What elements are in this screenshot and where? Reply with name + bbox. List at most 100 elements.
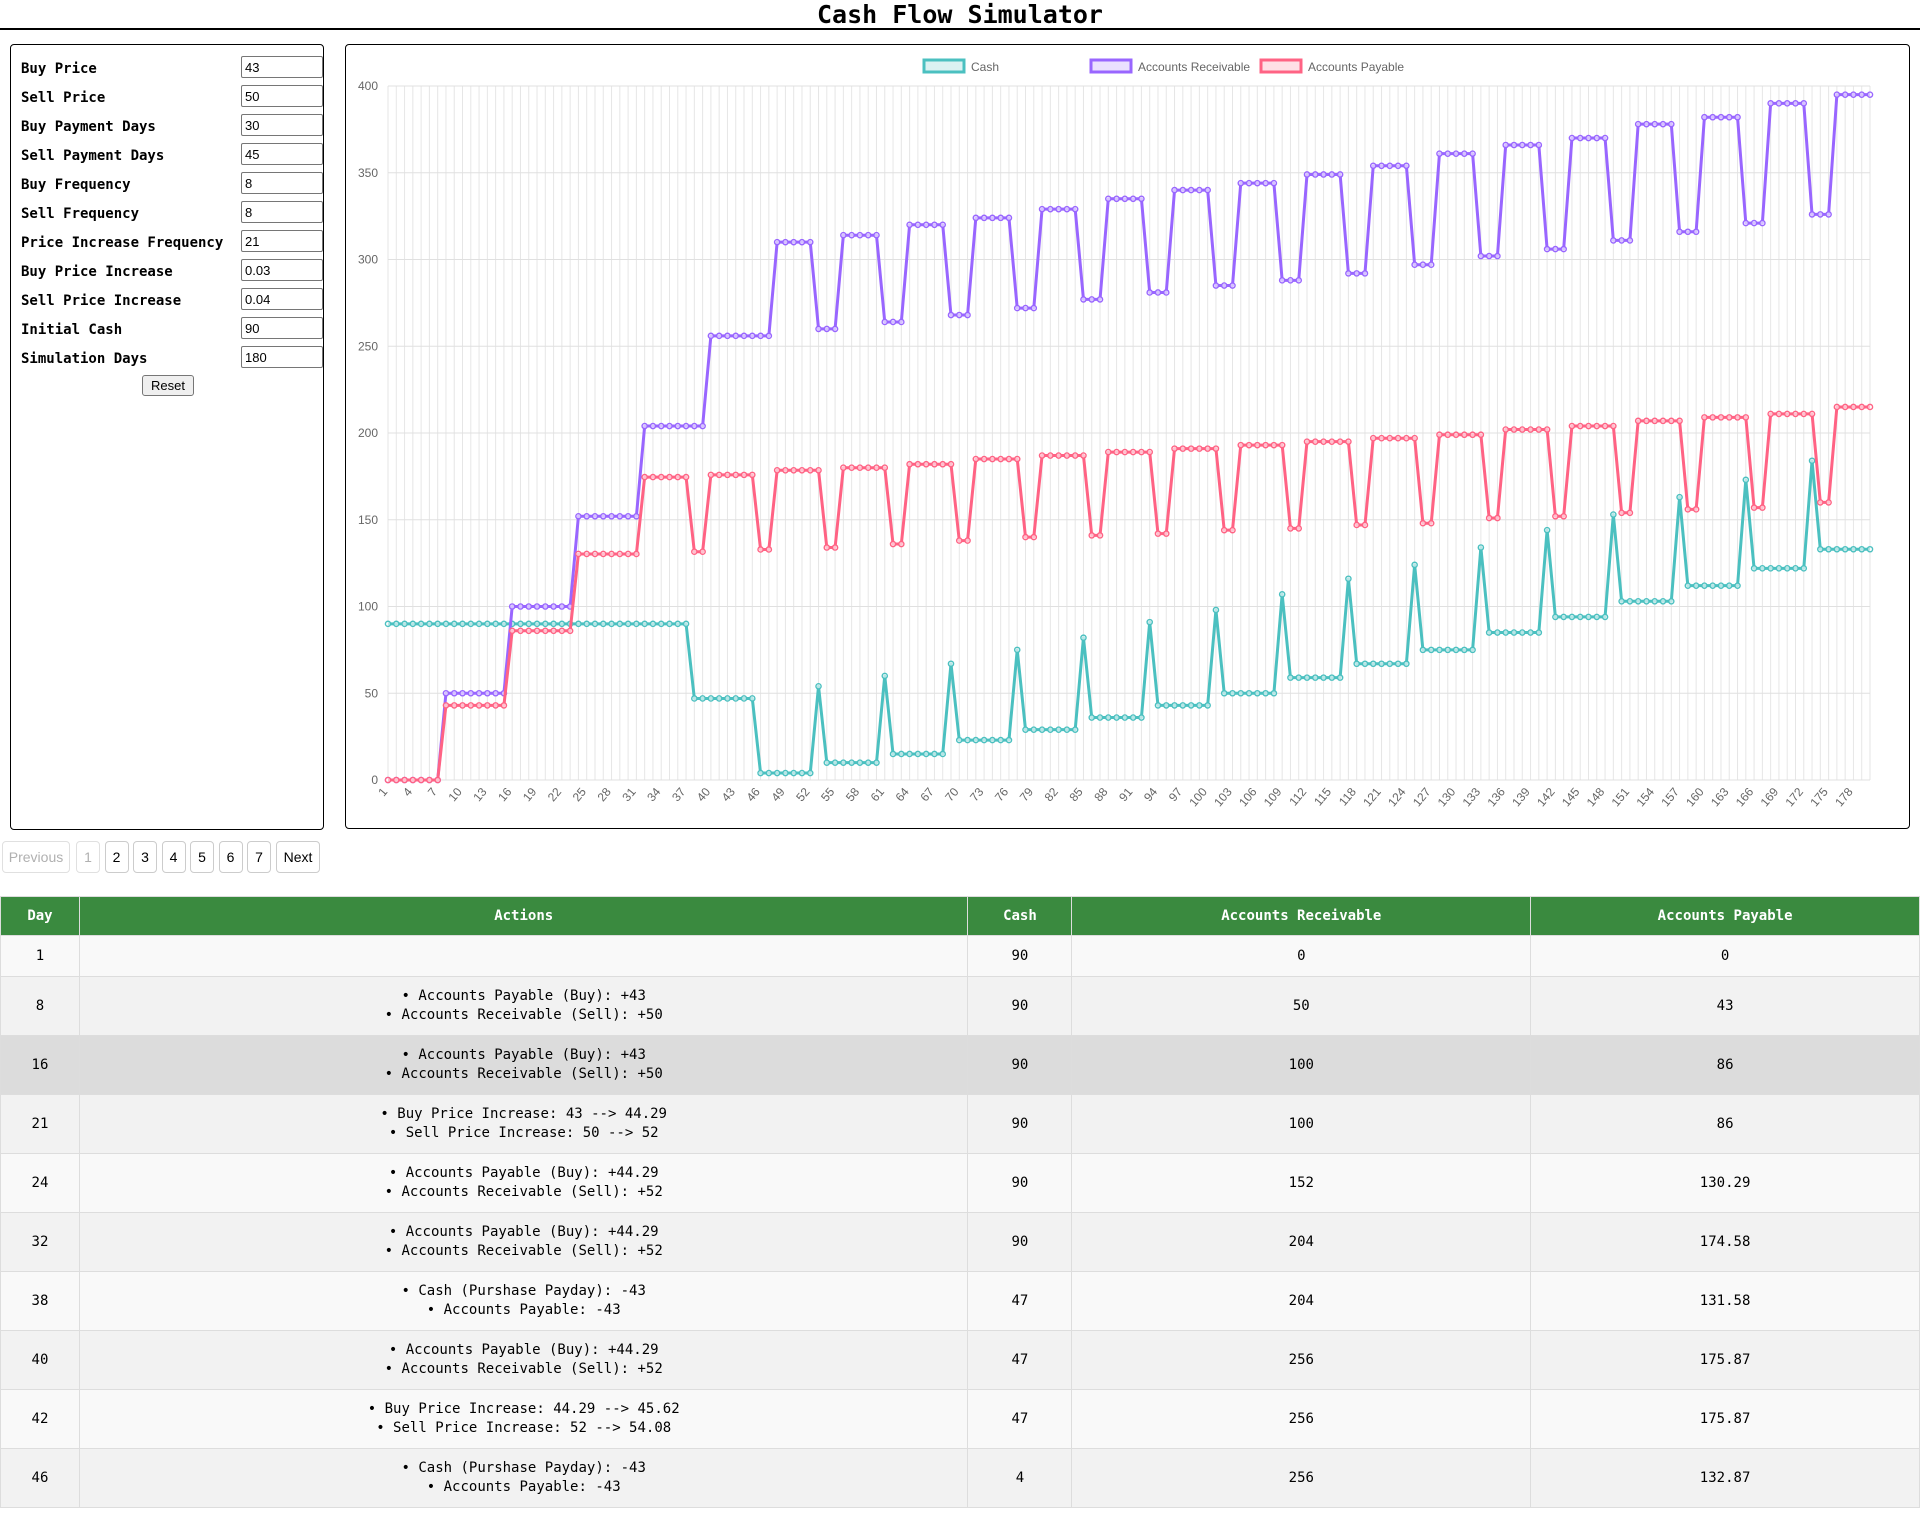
data-point bbox=[1576, 613, 1584, 621]
data-point bbox=[1750, 565, 1758, 572]
data-point bbox=[674, 620, 682, 628]
data-point bbox=[1096, 714, 1104, 721]
data-point bbox=[492, 702, 499, 709]
form-row: Price Increase Frequency bbox=[21, 229, 323, 258]
data-point bbox=[906, 221, 913, 229]
data-point bbox=[947, 460, 955, 468]
data-point bbox=[1568, 134, 1576, 142]
cell-accounts-receivable: 0 bbox=[1071, 935, 1532, 977]
x-tick-label: 163 bbox=[1708, 785, 1732, 810]
data-point bbox=[1278, 591, 1286, 598]
data-point bbox=[1709, 414, 1716, 421]
action-line: • Accounts Payable (Buy): +43 bbox=[401, 988, 646, 1004]
data-point bbox=[1369, 660, 1377, 668]
action-line: • Accounts Payable (Buy): +44.29 bbox=[388, 1342, 659, 1358]
data-point bbox=[1469, 431, 1476, 439]
cell-day: 8 bbox=[0, 976, 80, 1036]
field-input[interactable] bbox=[241, 85, 323, 107]
cell-accounts-receivable: 50 bbox=[1071, 976, 1532, 1036]
field-input[interactable] bbox=[241, 230, 323, 252]
data-point bbox=[1386, 660, 1394, 668]
data-point bbox=[1038, 726, 1046, 733]
data-point bbox=[740, 695, 748, 702]
data-point bbox=[1030, 304, 1038, 312]
y-tick-label: 400 bbox=[358, 79, 378, 93]
data-point bbox=[475, 702, 483, 709]
cell-accounts-receivable: 204 bbox=[1071, 1271, 1532, 1331]
data-point bbox=[1659, 417, 1667, 425]
data-point bbox=[740, 332, 748, 340]
header-cash: Cash bbox=[967, 896, 1073, 936]
data-point bbox=[1080, 634, 1087, 642]
field-input[interactable] bbox=[241, 259, 323, 281]
page-button[interactable]: 5 bbox=[190, 841, 214, 873]
y-tick-label: 100 bbox=[358, 600, 378, 614]
previous-page-button[interactable]: Previous bbox=[2, 841, 70, 873]
data-point bbox=[1162, 530, 1170, 537]
data-point bbox=[798, 238, 806, 246]
data-point bbox=[1494, 514, 1501, 522]
data-point bbox=[782, 238, 789, 246]
field-input[interactable] bbox=[241, 201, 323, 223]
data-point bbox=[434, 620, 441, 628]
data-point bbox=[1295, 277, 1303, 284]
next-page-button[interactable]: Next bbox=[276, 841, 320, 873]
action-line: • Accounts Receivable (Sell): +50 bbox=[384, 1007, 663, 1023]
data-point bbox=[542, 603, 549, 610]
page-button[interactable]: 3 bbox=[133, 841, 157, 873]
data-point bbox=[790, 467, 797, 474]
data-point bbox=[1138, 448, 1145, 456]
field-input[interactable] bbox=[241, 317, 323, 339]
cell-cash: 90 bbox=[967, 1153, 1073, 1213]
data-point bbox=[964, 311, 971, 319]
data-point bbox=[1750, 219, 1758, 227]
data-point bbox=[964, 736, 971, 744]
data-point bbox=[1262, 179, 1269, 187]
data-point bbox=[1171, 186, 1178, 194]
data-point bbox=[426, 776, 433, 784]
data-point bbox=[1858, 545, 1866, 553]
page-button[interactable]: 4 bbox=[161, 841, 186, 873]
data-point bbox=[773, 467, 781, 474]
data-point bbox=[450, 620, 458, 628]
field-input[interactable] bbox=[241, 288, 323, 310]
data-point bbox=[898, 540, 905, 548]
field-input[interactable] bbox=[241, 172, 323, 194]
action-line: • Accounts Payable (Buy): +44.29 bbox=[388, 1224, 659, 1240]
data-point bbox=[533, 603, 541, 610]
data-point bbox=[1403, 162, 1410, 170]
data-point bbox=[1610, 237, 1617, 244]
form-row: Sell Price Increase bbox=[21, 287, 323, 316]
data-point bbox=[1436, 431, 1443, 439]
data-point bbox=[1278, 441, 1286, 449]
page-button[interactable]: 2 bbox=[104, 841, 129, 873]
data-point bbox=[583, 512, 591, 520]
table-row: 8 • Accounts Payable (Buy): +43 • Accounts… bbox=[0, 976, 1920, 1036]
cell-accounts-receivable: 256 bbox=[1071, 1389, 1532, 1449]
data-point bbox=[947, 311, 955, 319]
data-point bbox=[657, 620, 665, 628]
data-point bbox=[989, 455, 996, 463]
page-button[interactable]: 7 bbox=[247, 841, 271, 873]
field-input[interactable] bbox=[241, 346, 323, 368]
field-input[interactable] bbox=[241, 56, 323, 78]
page-button[interactable]: 6 bbox=[218, 841, 243, 873]
data-point bbox=[1088, 532, 1096, 539]
data-point bbox=[1113, 714, 1120, 721]
cell-accounts-payable: 175.87 bbox=[1530, 1330, 1920, 1390]
data-point bbox=[1162, 289, 1170, 296]
data-point bbox=[459, 620, 466, 628]
data-point bbox=[699, 422, 706, 430]
page-button[interactable]: 1 bbox=[76, 841, 100, 873]
reset-button[interactable]: Reset bbox=[142, 375, 194, 396]
data-point bbox=[1618, 597, 1625, 605]
field-input[interactable] bbox=[241, 114, 323, 136]
data-point bbox=[1701, 414, 1708, 421]
data-point bbox=[732, 471, 740, 479]
field-input[interactable] bbox=[241, 143, 323, 165]
data-point bbox=[1121, 714, 1129, 721]
form-row: Buy Price bbox=[21, 55, 323, 84]
data-point bbox=[1593, 134, 1601, 142]
data-point bbox=[467, 689, 475, 697]
x-tick-label: 154 bbox=[1633, 785, 1657, 810]
